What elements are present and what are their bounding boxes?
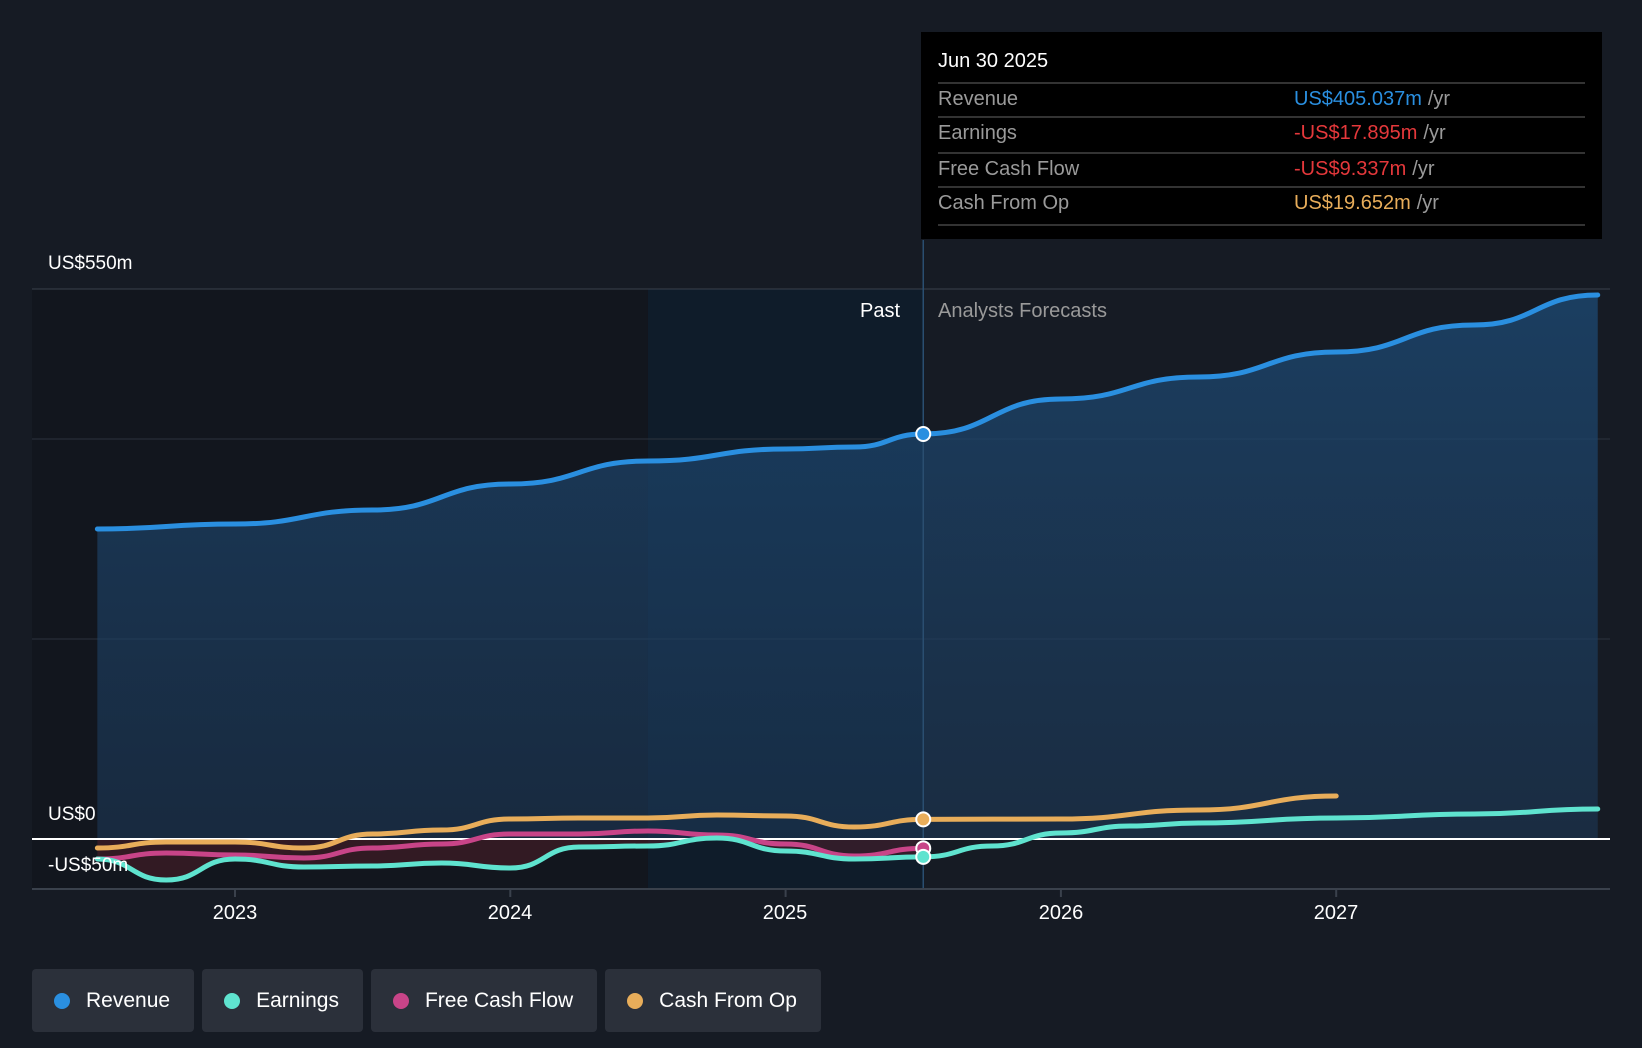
cfo-dot-icon [627, 992, 644, 1009]
earnings-dot-icon [224, 992, 241, 1009]
tooltip-unit: /yr [1427, 88, 1451, 110]
y-label-min: -US$50m [48, 855, 129, 876]
tooltip-row-fcf: Free Cash Flow -US$9.337m/yr [938, 152, 1585, 188]
fcf-dot-icon [392, 992, 409, 1009]
x-tick-2026: 2026 [1038, 902, 1084, 924]
forecast-label: Analysts Forecasts [938, 300, 1107, 322]
x-tick-2024: 2024 [487, 902, 533, 924]
tooltip-row-revenue: Revenue US$405.037m/yr [938, 82, 1585, 118]
tooltip-unit: /yr [1423, 122, 1446, 144]
tooltip-unit: /yr [1412, 158, 1435, 180]
past-label: Past [860, 300, 901, 322]
tooltip-row-earnings: Earnings -US$17.895m/yr [938, 116, 1585, 152]
tooltip: Jun 30 2025 Revenue US$405.037m/yr Earnin… [921, 32, 1602, 239]
tooltip-label: Earnings [938, 122, 1017, 144]
tooltip-label: Free Cash Flow [938, 158, 1080, 180]
tooltip-value: -US$9.337m [1294, 158, 1407, 180]
legend-label: Earnings [256, 988, 339, 1012]
tooltip-label: Revenue [938, 88, 1019, 110]
legend-revenue[interactable]: Revenue [32, 969, 195, 1032]
revenue-area [97, 295, 1598, 839]
x-tick-2027: 2027 [1313, 902, 1359, 924]
tooltip-date: Jun 30 2025 [938, 50, 1049, 72]
data-point-revenue [915, 426, 932, 442]
tooltip-value: -US$17.895m [1294, 122, 1418, 144]
legend-label: Free Cash Flow [424, 988, 574, 1012]
tooltip-value: US$405.037m [1294, 88, 1422, 110]
data-point-earnings [915, 848, 932, 865]
revenue-dot-icon [54, 992, 70, 1009]
legend-label: Cash From Op [659, 988, 797, 1012]
y-label-zero: US$0 [48, 804, 96, 825]
tooltip-value: US$19.652m [1294, 192, 1411, 214]
series-line-free-cash-flow [94, 828, 926, 862]
legend-label: Revenue [86, 988, 171, 1012]
series-line-revenue [94, 292, 1601, 532]
y-label-max: US$550m [48, 253, 133, 274]
tooltip-row-cfo: Cash From Op US$19.652m/yr [938, 186, 1585, 226]
legend: Revenue Earnings Free Cash Flow Cash Fro… [32, 969, 821, 1032]
tooltip-unit: /yr [1416, 192, 1439, 214]
series-line-cash-from-op [94, 793, 1339, 851]
series-line-earnings [94, 806, 1601, 883]
legend-free-cash-flow[interactable]: Free Cash Flow [370, 969, 598, 1032]
x-tick-2023: 2023 [212, 902, 258, 924]
data-point-cash-from-op [915, 811, 932, 828]
legend-earnings[interactable]: Earnings [202, 969, 363, 1032]
legend-cash-from-op[interactable]: Cash From Op [605, 969, 821, 1032]
tooltip-label: Cash From Op [938, 192, 1070, 214]
x-tick-2025: 2025 [762, 902, 808, 924]
